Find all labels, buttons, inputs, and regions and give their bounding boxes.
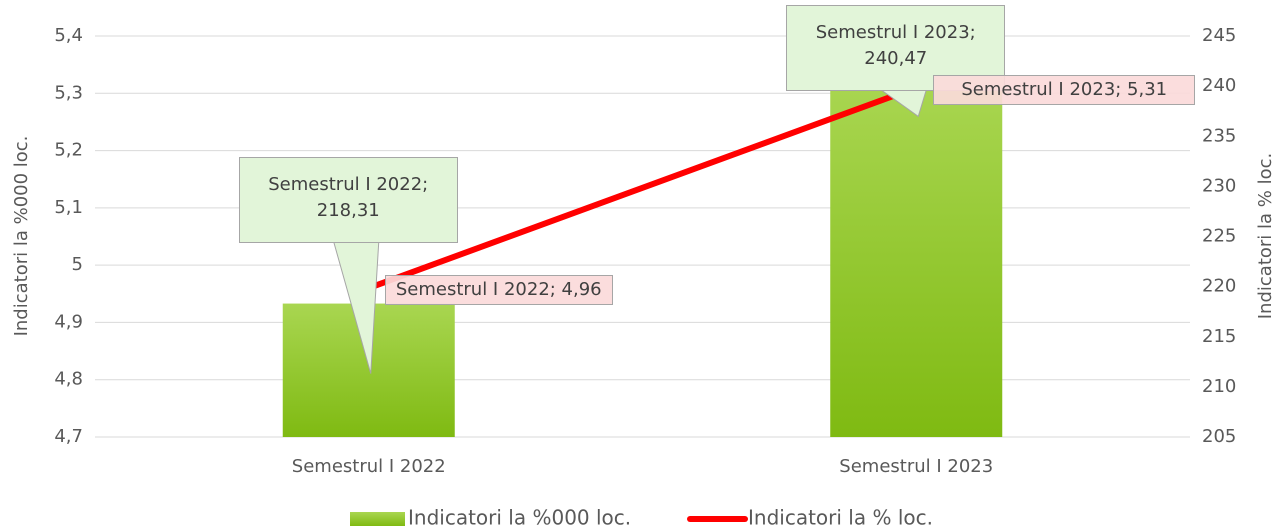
y-tick-label: 5,3 xyxy=(54,82,83,103)
y-tick-label: 5,2 xyxy=(54,140,83,161)
y-tick-label: 5 xyxy=(72,254,83,275)
legend-label: Indicatori la % loc. xyxy=(748,506,933,530)
y2-tick-label: 230 xyxy=(1202,175,1236,196)
y2-tick-label: 235 xyxy=(1202,125,1236,146)
x-tick-label: Semestrul I 2023 xyxy=(839,456,993,477)
legend-label: Indicatori la %000 loc. xyxy=(408,506,631,530)
y2-tick-label: 220 xyxy=(1202,276,1236,297)
y2-tick-label: 225 xyxy=(1202,226,1236,247)
y-tick-label: 4,9 xyxy=(54,311,83,332)
y2-tick-label: 240 xyxy=(1202,75,1236,96)
y-tick-label: 5,1 xyxy=(54,197,83,218)
line xyxy=(365,84,920,292)
y-axis-title: Indicatori la %000 loc. xyxy=(11,136,32,337)
y-tick-label: 5,4 xyxy=(54,25,83,46)
data-label: Semestrul I 2022; 4,96 xyxy=(384,275,613,306)
y2-tick-label: 215 xyxy=(1202,326,1236,347)
data-label: Semestrul I 2022; 218,31 xyxy=(238,157,458,243)
data-label: Semestrul I 2023; 5,31 xyxy=(933,74,1196,105)
bar xyxy=(830,81,1003,437)
y-tick-label: 4,7 xyxy=(54,426,83,447)
legend-swatch xyxy=(350,512,405,526)
y-tick-label: 4,8 xyxy=(54,369,83,390)
x-tick-label: Semestrul I 2022 xyxy=(292,456,446,477)
y2-axis-title: Indicatori la % loc. xyxy=(1255,153,1276,319)
y2-tick-label: 210 xyxy=(1202,376,1236,397)
y2-tick-label: 205 xyxy=(1202,426,1236,447)
y2-tick-label: 245 xyxy=(1202,25,1236,46)
